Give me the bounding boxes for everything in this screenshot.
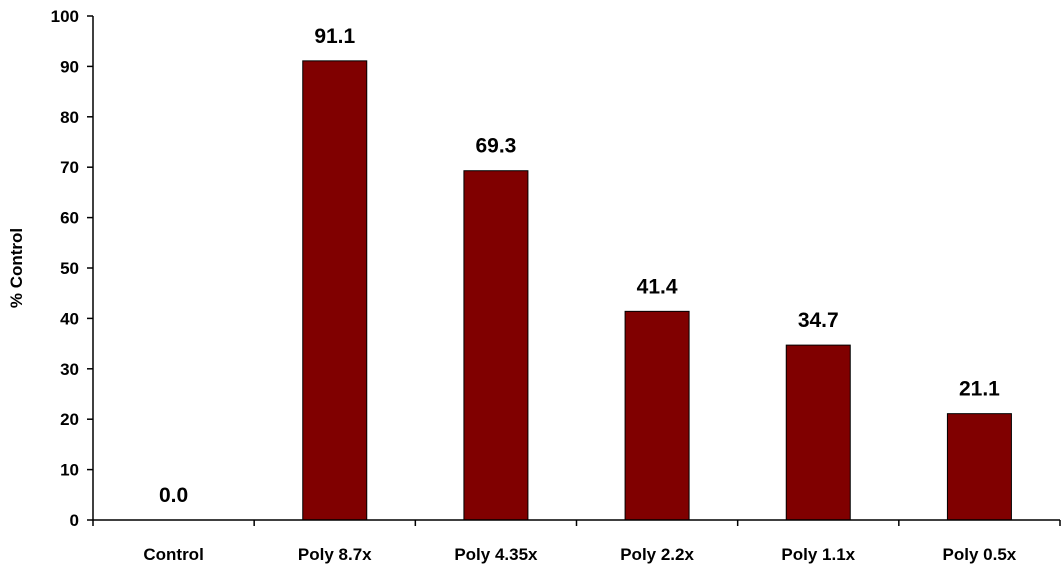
bar: [785, 344, 851, 521]
x-tick-label: Control: [143, 545, 203, 564]
bar: [946, 413, 1012, 521]
y-tick-label: 80: [60, 108, 79, 127]
y-tick-label: 100: [51, 7, 79, 26]
x-tick-label: Poly 0.5x: [943, 545, 1017, 564]
bar: [463, 170, 529, 521]
bar: [624, 310, 690, 521]
y-tick-label: 50: [60, 259, 79, 278]
y-tick-label: 30: [60, 360, 79, 379]
data-label: 69.3: [475, 135, 516, 158]
data-label: 0.0: [159, 484, 188, 507]
x-tick-label: Poly 1.1x: [781, 545, 855, 564]
x-tick-label: Poly 8.7x: [298, 545, 372, 564]
data-label: 21.1: [959, 378, 1000, 401]
bar: [302, 60, 368, 521]
data-label: 41.4: [637, 275, 678, 298]
x-axis-ticks: Control Poly 8.7x Poly 4.35x Poly 2.2x Poly …: [92, 520, 1061, 564]
y-tick-label: 10: [60, 461, 79, 480]
y-axis-ticks: 0 10 20 30 40 50 60 70 80 90 100: [51, 7, 93, 530]
data-label: 34.7: [798, 309, 839, 332]
bars: [302, 60, 1012, 521]
x-tick-label: Poly 2.2x: [620, 545, 694, 564]
y-tick-label: 20: [60, 410, 79, 429]
y-tick-label: 90: [60, 57, 79, 76]
data-label: 91.1: [314, 25, 355, 48]
y-tick-label: 40: [60, 309, 79, 328]
data-labels: 0.0 91.1 69.3 41.4 34.7 21.1: [159, 25, 1000, 507]
y-tick-label: 70: [60, 158, 79, 177]
y-tick-label: 60: [60, 209, 79, 228]
y-axis-title: % Control: [7, 228, 26, 308]
x-tick-label: Poly 4.35x: [454, 545, 538, 564]
y-tick-label: 0: [70, 511, 79, 530]
